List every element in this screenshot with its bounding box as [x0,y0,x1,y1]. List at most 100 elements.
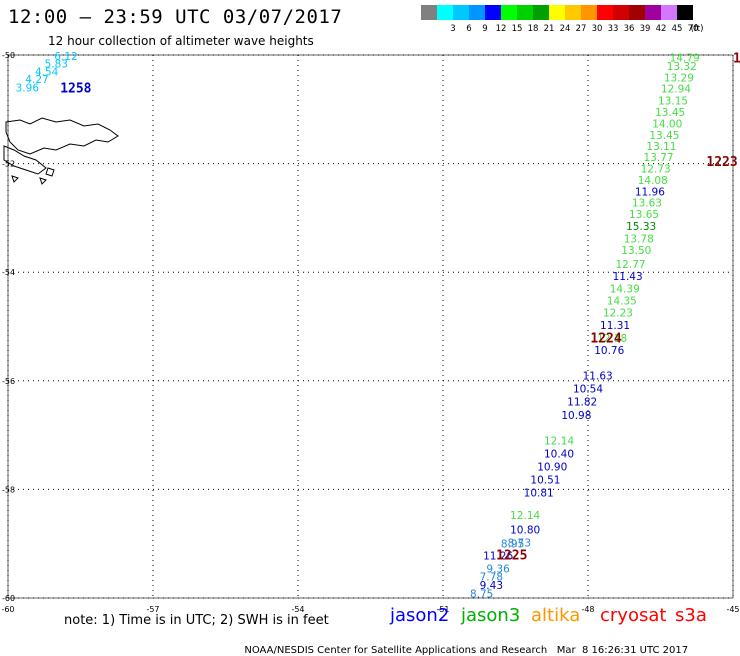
time-labels: 12 1223 1224 1225 1258 [60,52,740,564]
longitude-tick-label: -54 [291,605,304,614]
footnote: note: 1) Time is in UTC; 2) SWH is in fe… [64,613,329,628]
pass-time-label: 1258 [60,82,91,97]
latitude-tick-label: -56 [2,377,15,386]
agency-credit: NOAA/NESDIS Center for Satellite Applica… [244,645,548,656]
latitude-tick-label: -58 [2,485,15,494]
color-scale-label: 39 [639,24,651,34]
small-islands [11,167,55,185]
wave-height-label: 13.63 [632,198,662,210]
color-swatch [613,5,629,20]
altimeter-readings: 14.7913.3213.2912.9413.1513.4514.0013.45… [16,51,700,601]
wave-height-label: 13.15 [658,96,688,108]
color-swatch [581,5,597,20]
color-swatch [629,5,645,20]
wave-height-label: 5.83 [45,59,68,71]
wave-height-label: 12.77 [616,259,646,271]
color-swatch [645,5,661,20]
wave-height-label: 11.96 [635,186,665,198]
color-swatch [597,5,613,20]
color-scale-label: 21 [543,24,555,34]
generated-timestamp: Mar 8 16:26:31 UTC 2017 [556,645,689,656]
wave-height-label: 8.95 [501,539,524,551]
wave-height-label: 7.78 [480,571,503,583]
wave-height-label: 12.94 [661,84,691,96]
color-swatch [549,5,565,20]
color-swatch [517,5,533,20]
color-scale-label: 27 [575,24,587,34]
legend-altika: altika [531,605,581,626]
color-scale-label: 15 [511,24,523,34]
longitude-tick-label: -48 [581,605,594,614]
east-falkland-outline [5,117,119,155]
wave-height-label: 15.33 [626,221,656,233]
color-swatch [421,5,437,20]
color-scale-label: 42 [655,24,667,34]
wave-height-label: 10.51 [530,475,560,487]
wave-height-label: 10.76 [594,345,624,357]
wave-height-label: 12.14 [544,436,574,448]
wave-height-label: 13.45 [655,107,685,119]
wave-height-label: 13.29 [664,72,694,84]
color-scale-label: 70 [687,24,699,34]
wave-height-label: 11.43 [613,271,643,283]
page-subtitle: 12 hour collection of altimeter wave hei… [48,34,314,48]
color-scale-label: 33 [607,24,619,34]
wave-height-label: 14.00 [652,118,682,130]
wave-height-label: 13.32 [667,61,697,73]
map-frame [7,54,734,599]
pass-time-label: 1225 [496,549,527,564]
wave-height-label: 11.63 [583,370,613,382]
color-scale-label: 30 [591,24,603,34]
longitude-tick-label: -57 [146,605,159,614]
color-scale-units: (ft) [690,24,704,34]
color-scale-label: 36 [623,24,635,34]
wave-height-label: 13.65 [629,209,659,221]
color-scale-label: 24 [559,24,571,34]
legend-jason2: jason2 [390,605,450,626]
color-swatch [533,5,549,20]
wave-height-label: 10.98 [561,410,591,422]
wave-height-label: 8.75 [470,589,493,601]
legend-s3a: s3a [675,605,707,626]
wave-height-label: 3.96 [16,83,40,95]
wave-height-label: 12.18 [597,333,627,345]
pass-time-label: 12 [733,52,740,67]
wave-height-label: 11.31 [600,320,630,332]
wave-height-label: 13.78 [624,234,654,246]
color-swatch [469,5,485,20]
wave-height-label: 13.77 [644,152,674,164]
legend-cryosat: cryosat [600,605,667,626]
legend-jason3: jason3 [461,605,521,626]
page-title: 12:00 – 23:59 UTC 03/07/2017 [8,6,343,28]
longitude-tick-label: -45 [726,605,739,614]
wave-height-label: 13.45 [649,130,679,142]
wave-height-label: 10.40 [544,449,574,461]
color-swatch [485,5,501,20]
color-swatch [661,5,677,20]
wave-height-label: 6.12 [54,51,77,63]
color-swatch [437,5,453,20]
wave-height-label: 13.50 [621,245,651,257]
map-grid: -60 -57 -54 -51 -48 -45 -50 -52 -54 -56 -58 -60 [1,51,739,614]
wave-height-label: 12.23 [603,307,633,319]
wave-height-label: 12.73 [641,163,671,175]
color-scale-label: 9 [482,24,488,34]
color-swatch [565,5,581,20]
credits-line: NOAA/NESDIS Center for Satellite Applica… [238,634,688,656]
wave-height-label: 12.14 [510,510,540,522]
wave-height-label: 10.54 [573,383,603,395]
latitude-tick-label: -60 [2,594,15,603]
longitude-tick-label: -51 [436,605,449,614]
wave-height-label: 14.08 [638,175,668,187]
wave-height-label: 10.90 [537,462,567,474]
color-scale-label: 45 [671,24,683,34]
wave-height-label: 4.27 [25,74,48,86]
wave-height-label: 10.80 [510,525,540,537]
color-scale-label: 12 [495,24,507,34]
wave-height-label: 4.54 [35,66,59,78]
color-scale-label: 3 [450,24,456,34]
pass-time-label: 1224 [590,331,621,346]
wave-height-label: 13.11 [646,141,676,153]
wave-height-label: 8.73 [508,538,531,550]
